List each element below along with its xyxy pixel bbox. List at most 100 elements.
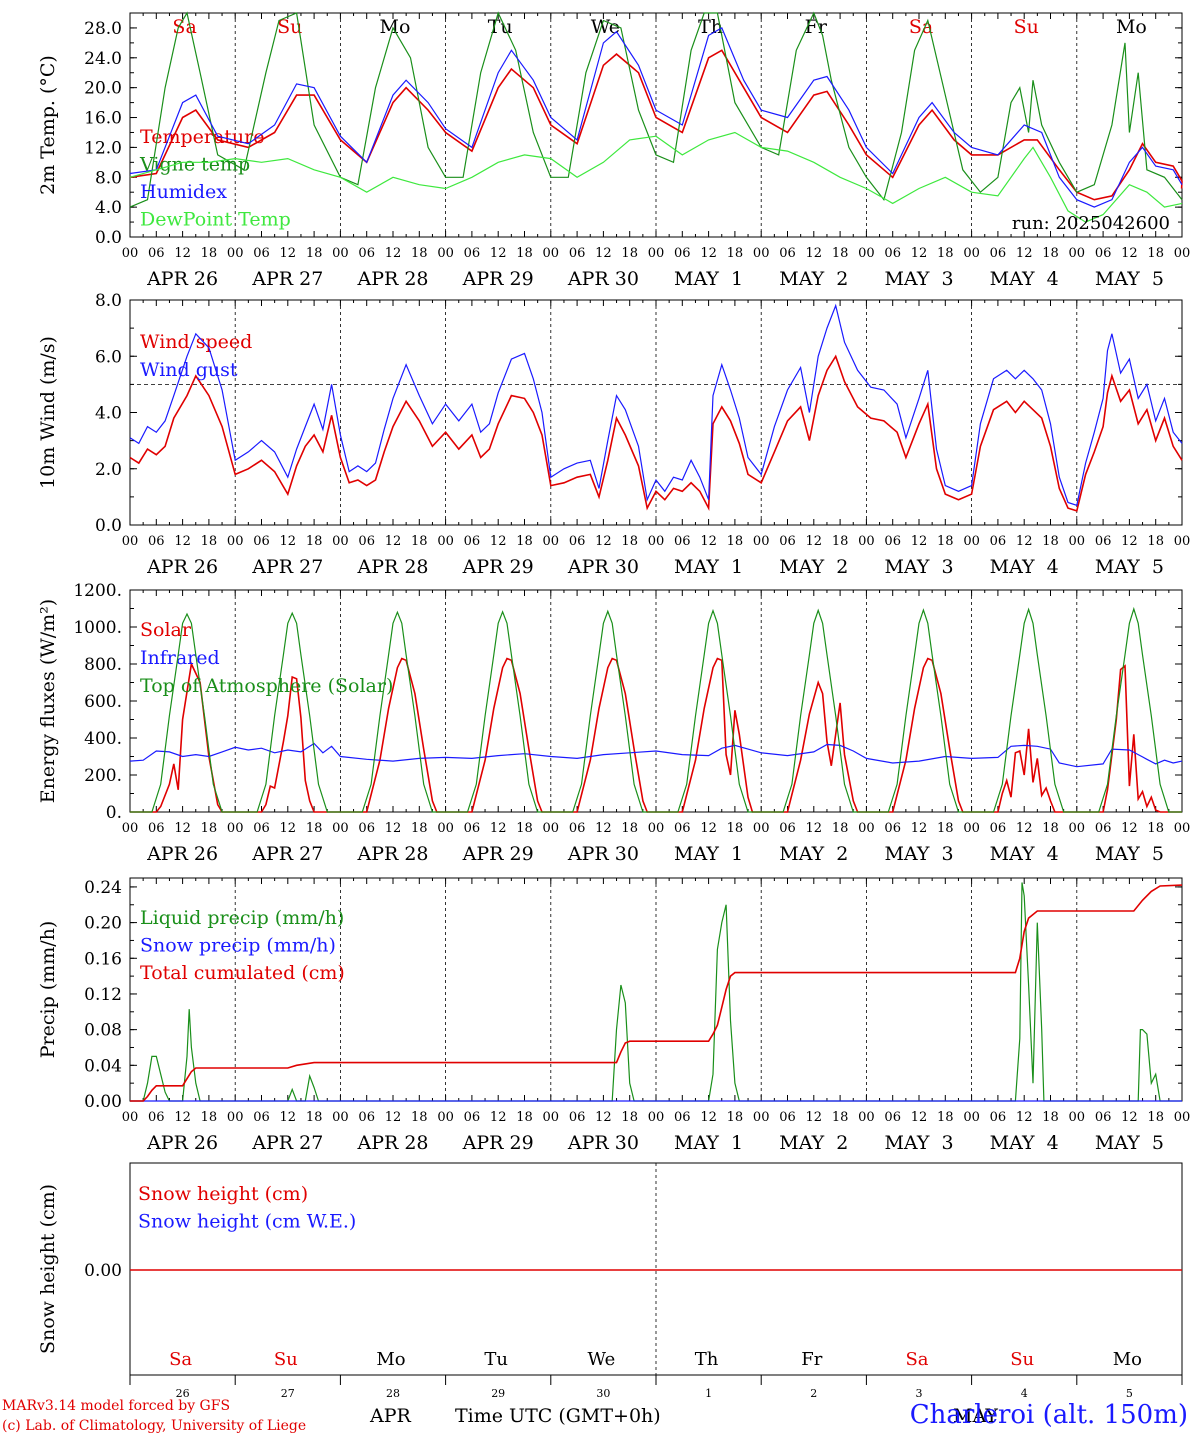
y-tick-label: 0.0 <box>95 516 122 536</box>
date-label: APR 30 <box>567 1132 639 1154</box>
weekday-label: Mo <box>1113 1349 1142 1370</box>
weekday-label: Su <box>1010 1349 1034 1370</box>
date-label: MAY 2 <box>779 1132 848 1154</box>
hour-tick-label: 18 <box>1147 821 1164 836</box>
date-label: APR 29 <box>462 843 534 865</box>
hour-tick-label: 12 <box>806 1110 823 1125</box>
hour-tick-label: 00 <box>543 534 560 549</box>
hour-tick-label: 12 <box>174 821 191 836</box>
weekday-label: Sa <box>172 16 196 38</box>
hour-tick-label: 06 <box>1095 821 1112 836</box>
hour-tick-label: 00 <box>753 534 770 549</box>
series-line-dewpoint-temp <box>129 131 1183 223</box>
date-label: MAY 2 <box>779 843 848 865</box>
hour-tick-label: 18 <box>306 246 323 261</box>
hour-tick-label: 00 <box>332 1110 349 1125</box>
hour-tick-label: 12 <box>700 534 717 549</box>
hour-tick-label: 06 <box>779 821 796 836</box>
hour-tick-label: 18 <box>727 1110 744 1125</box>
hour-tick-label: 12 <box>280 534 297 549</box>
y-tick-label: 1000. <box>73 618 122 638</box>
weekday-label: Su <box>274 1349 298 1370</box>
weekday-label: We <box>588 1349 616 1370</box>
series-line-vigne-temp <box>129 11 1183 208</box>
hour-tick-label: 12 <box>490 1110 507 1125</box>
date-label: MAY 4 <box>990 556 1059 578</box>
day-number-label: 4 <box>1021 1387 1028 1400</box>
hour-tick-label: 12 <box>385 1110 402 1125</box>
hour-tick-label: 18 <box>937 246 954 261</box>
hour-tick-label: 06 <box>1095 1110 1112 1125</box>
date-label: APR 30 <box>567 556 639 578</box>
hour-tick-label: 12 <box>911 534 928 549</box>
hour-tick-label: 00 <box>122 246 139 261</box>
hour-tick-label: 12 <box>595 246 612 261</box>
weekday-label: Mo <box>376 1349 405 1370</box>
hour-tick-label: 00 <box>1174 1110 1191 1125</box>
hour-tick-label: 18 <box>621 534 638 549</box>
hour-tick-label: 18 <box>621 821 638 836</box>
weekday-label: Mo <box>1116 16 1147 38</box>
weekday-label: Fr <box>801 1349 822 1370</box>
hour-tick-label: 00 <box>543 821 560 836</box>
hour-tick-label: 18 <box>621 1110 638 1125</box>
weekday-label: Tu <box>484 1349 508 1370</box>
hour-tick-label: 18 <box>1042 246 1059 261</box>
hour-tick-label: 06 <box>358 246 375 261</box>
hour-tick-label: 12 <box>595 821 612 836</box>
hour-tick-label: 06 <box>358 1110 375 1125</box>
hour-tick-label: 00 <box>1069 534 1086 549</box>
hour-tick-label: 00 <box>227 821 244 836</box>
hour-tick-label: 00 <box>1069 246 1086 261</box>
hour-tick-label: 12 <box>174 1110 191 1125</box>
hour-tick-label: 06 <box>990 1110 1007 1125</box>
y-tick-label: 0.24 <box>84 878 122 898</box>
hour-tick-label: 12 <box>595 534 612 549</box>
hour-tick-label: 06 <box>884 1110 901 1125</box>
hour-tick-label: 12 <box>490 821 507 836</box>
y-tick-label: 20.0 <box>84 79 122 99</box>
hour-tick-label: 06 <box>148 1110 165 1125</box>
hour-tick-label: 06 <box>779 534 796 549</box>
day-number-label: 1 <box>705 1387 712 1400</box>
y-tick-label: 200. <box>84 766 122 786</box>
hour-tick-label: 06 <box>1095 534 1112 549</box>
date-label: MAY 1 <box>674 843 743 865</box>
date-label: MAY 2 <box>779 556 848 578</box>
month-label-apr: APR <box>370 1405 411 1427</box>
hour-tick-label: 06 <box>358 534 375 549</box>
y-tick-label: 0.16 <box>84 949 122 969</box>
hour-tick-label: 06 <box>464 1110 481 1125</box>
hour-tick-label: 06 <box>569 1110 586 1125</box>
hour-tick-label: 18 <box>516 246 533 261</box>
day-number-label: 28 <box>386 1387 400 1400</box>
hour-tick-label: 12 <box>1016 534 1033 549</box>
y-tick-label: 800. <box>84 655 122 675</box>
date-label: MAY 4 <box>990 1132 1059 1154</box>
hour-tick-label: 18 <box>832 246 849 261</box>
date-label: APR 29 <box>462 1132 534 1154</box>
hour-tick-label: 18 <box>937 1110 954 1125</box>
series-line-wind-gust <box>129 303 1183 507</box>
weekday-label: Tu <box>488 16 513 38</box>
series-line-humidex <box>129 27 1183 208</box>
hour-tick-label: 06 <box>990 821 1007 836</box>
series-line-total-cumulated-cm- <box>130 884 1183 1102</box>
hour-tick-label: 06 <box>464 246 481 261</box>
hour-tick-label: 18 <box>411 534 428 549</box>
hour-tick-label: 00 <box>122 534 139 549</box>
hour-tick-label: 00 <box>963 534 980 549</box>
hour-tick-label: 18 <box>1042 534 1059 549</box>
hour-tick-label: 06 <box>779 246 796 261</box>
day-number-label: 29 <box>491 1387 505 1400</box>
hour-tick-label: 00 <box>543 1110 560 1125</box>
weekday-label: Su <box>277 16 302 38</box>
y-tick-label: 600. <box>84 692 122 712</box>
hour-tick-label: 12 <box>280 246 297 261</box>
hour-tick-label: 12 <box>700 1110 717 1125</box>
hour-tick-label: 00 <box>858 246 875 261</box>
y-tick-label: 1200. <box>73 581 122 601</box>
hour-tick-label: 00 <box>332 821 349 836</box>
hour-tick-label: 00 <box>858 821 875 836</box>
hour-tick-label: 06 <box>569 246 586 261</box>
